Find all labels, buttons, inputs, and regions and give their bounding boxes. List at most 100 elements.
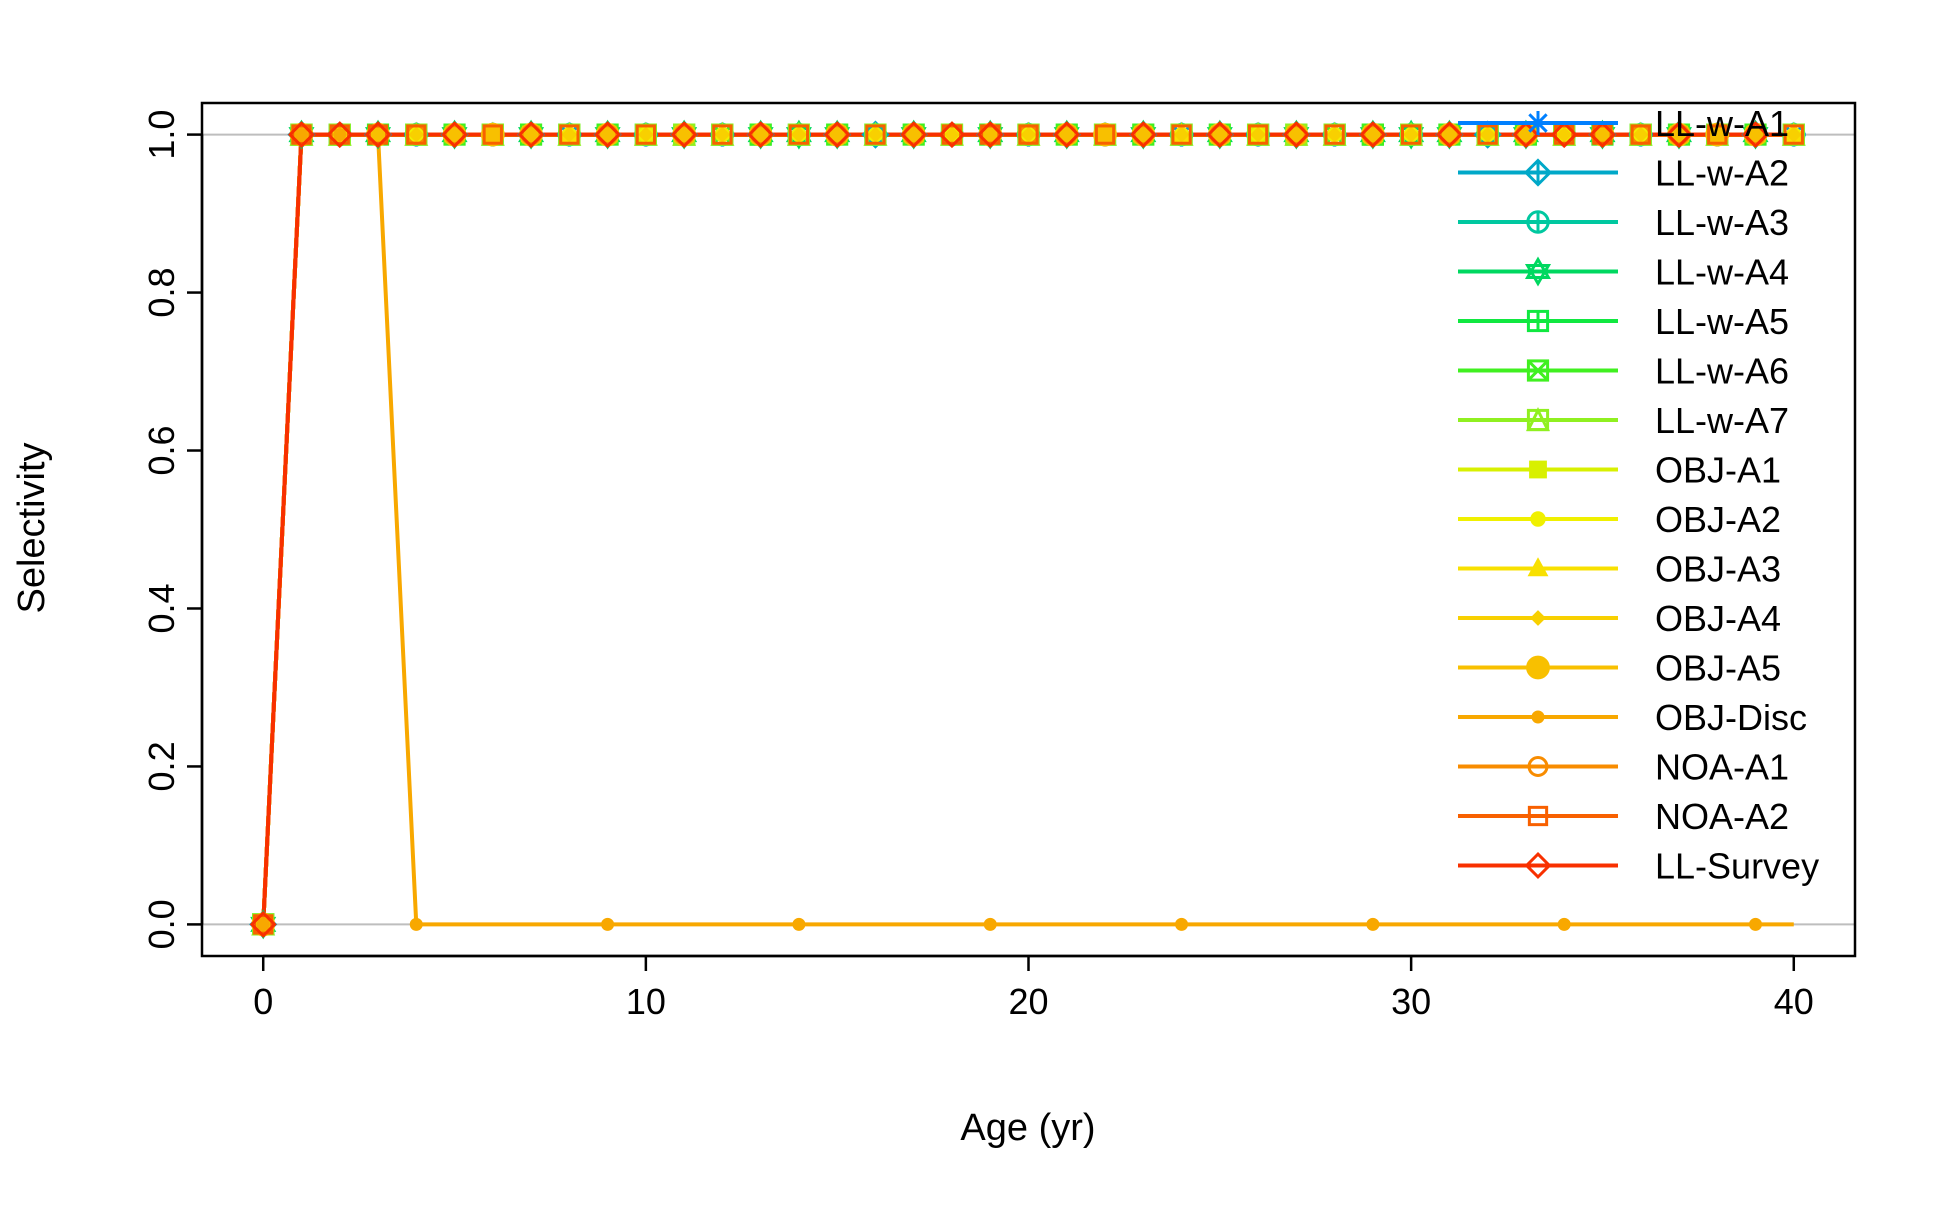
data-point xyxy=(441,121,469,149)
data-point xyxy=(1435,121,1463,149)
legend-label: OBJ-A5 xyxy=(1655,648,1781,689)
legend-entry-OBJ-A2: OBJ-A2 xyxy=(1458,499,1781,540)
legend-entry-LL-w-A5: LL-w-A5 xyxy=(1458,301,1789,342)
data-point xyxy=(1477,124,1498,145)
data-point xyxy=(1056,124,1078,146)
x-tick-label: 40 xyxy=(1774,981,1814,1022)
y-tick-label: 0.2 xyxy=(141,741,182,791)
data-point xyxy=(480,122,505,147)
data-point xyxy=(1400,124,1422,145)
data-point xyxy=(249,910,277,938)
legend-entry-NOA-A2: NOA-A2 xyxy=(1458,796,1789,837)
legend-marker xyxy=(1525,407,1551,432)
series-lines xyxy=(261,132,1794,927)
data-point xyxy=(823,121,851,149)
legend-label: OBJ-A1 xyxy=(1655,450,1781,491)
legend-marker xyxy=(1527,756,1549,777)
series-markers-OBJ-A3 xyxy=(252,123,1805,933)
data-point xyxy=(1554,124,1575,145)
data-point xyxy=(406,124,427,145)
legend-label: LL-w-A2 xyxy=(1655,153,1789,194)
data-point xyxy=(482,124,503,145)
y-axis-label: Selectivity xyxy=(11,442,53,613)
series-line-OBJ-A1 xyxy=(261,132,1794,925)
legend-marker xyxy=(1526,655,1550,680)
data-point xyxy=(1094,124,1116,145)
legend-label: OBJ-Disc xyxy=(1655,697,1807,738)
series-line-NOA-A2 xyxy=(261,132,1794,925)
data-point xyxy=(1132,124,1154,146)
data-point xyxy=(1665,121,1693,149)
data-point xyxy=(520,124,542,146)
legend-label: LL-w-A5 xyxy=(1655,301,1789,342)
data-point xyxy=(1707,124,1728,145)
data-point xyxy=(333,128,347,142)
data-point xyxy=(673,124,695,146)
data-point xyxy=(1438,124,1460,146)
legend-label: LL-w-A6 xyxy=(1655,351,1789,392)
data-point xyxy=(294,128,308,142)
series-markers xyxy=(249,119,1806,940)
legend-label: LL-w-A3 xyxy=(1655,202,1789,243)
series-markers-OBJ-A1 xyxy=(254,125,1765,934)
y-tick-label: 0.8 xyxy=(141,268,182,318)
y-tick-label: 0.0 xyxy=(141,899,182,949)
data-point xyxy=(291,124,312,145)
legend-marker xyxy=(1530,610,1546,626)
data-point xyxy=(788,124,810,145)
series-line-LL-w-A1 xyxy=(261,132,1794,925)
data-point xyxy=(1247,124,1269,145)
data-point xyxy=(253,914,274,935)
y-axis: 0.0 0.2 0.4 0.6 0.8 1.0 xyxy=(141,110,204,949)
legend-label: OBJ-A2 xyxy=(1655,499,1781,540)
legend: LL-w-A1 LL-w-A2 LL-w-A3 LL-w-A4 LL-w-A5 LL-w-… xyxy=(1458,103,1819,887)
data-point xyxy=(1359,121,1387,149)
legend-entry-OBJ-Disc: OBJ-Disc xyxy=(1458,697,1807,738)
reference-lines xyxy=(202,133,1855,926)
legend-label: NOA-A2 xyxy=(1655,796,1789,837)
legend-entry-LL-w-A2: LL-w-A2 xyxy=(1458,153,1789,194)
data-point xyxy=(444,124,466,146)
data-point xyxy=(364,121,392,149)
legend-marker xyxy=(1526,210,1550,234)
legend-entry-OBJ-A1: OBJ-A1 xyxy=(1458,450,1781,491)
legend-entry-LL-Survey: LL-Survey xyxy=(1458,846,1819,887)
series-line-LL-w-A6 xyxy=(261,132,1794,925)
data-point xyxy=(1366,917,1380,931)
legend-marker xyxy=(1526,359,1550,382)
series-markers-OBJ-Disc xyxy=(256,128,1763,931)
data-point xyxy=(792,917,806,931)
data-point xyxy=(938,121,966,149)
series-line-OBJ-A2 xyxy=(261,132,1794,925)
legend-marker xyxy=(1523,158,1553,187)
data-point xyxy=(601,917,615,931)
data-point xyxy=(1557,917,1571,931)
data-point xyxy=(1171,124,1192,145)
y-tick-label: 0.6 xyxy=(141,425,182,475)
data-point xyxy=(980,124,1001,145)
data-point xyxy=(1783,124,1804,145)
legend-marker xyxy=(1524,256,1552,287)
series-markers-NOA-A2 xyxy=(253,124,1804,935)
legend-entry-OBJ-A4: OBJ-A4 xyxy=(1458,598,1781,639)
data-point xyxy=(1592,124,1613,145)
series-line-LL-w-A4 xyxy=(261,132,1794,925)
data-point xyxy=(1018,124,1039,145)
data-point xyxy=(597,124,619,146)
data-point xyxy=(1550,121,1578,149)
data-point xyxy=(1741,121,1770,149)
legend-entry-OBJ-A5: OBJ-A5 xyxy=(1458,648,1781,689)
legend-entry-NOA-A1: NOA-A1 xyxy=(1458,747,1789,788)
legend-label: OBJ-A4 xyxy=(1655,598,1781,639)
x-axis-label: Age (yr) xyxy=(960,1107,1095,1149)
data-point xyxy=(903,124,925,146)
data-point xyxy=(1668,124,1690,146)
x-axis: 0 10 20 30 40 xyxy=(253,954,1814,1022)
data-point xyxy=(1175,917,1189,931)
data-point xyxy=(976,121,1004,149)
series-line-LL-w-A3 xyxy=(261,132,1794,925)
legend-label: LL-w-A4 xyxy=(1655,252,1789,293)
series-markers-OBJ-A5 xyxy=(251,122,1768,937)
series-markers-OBJ-A2 xyxy=(255,126,1802,933)
data-point xyxy=(409,917,423,931)
